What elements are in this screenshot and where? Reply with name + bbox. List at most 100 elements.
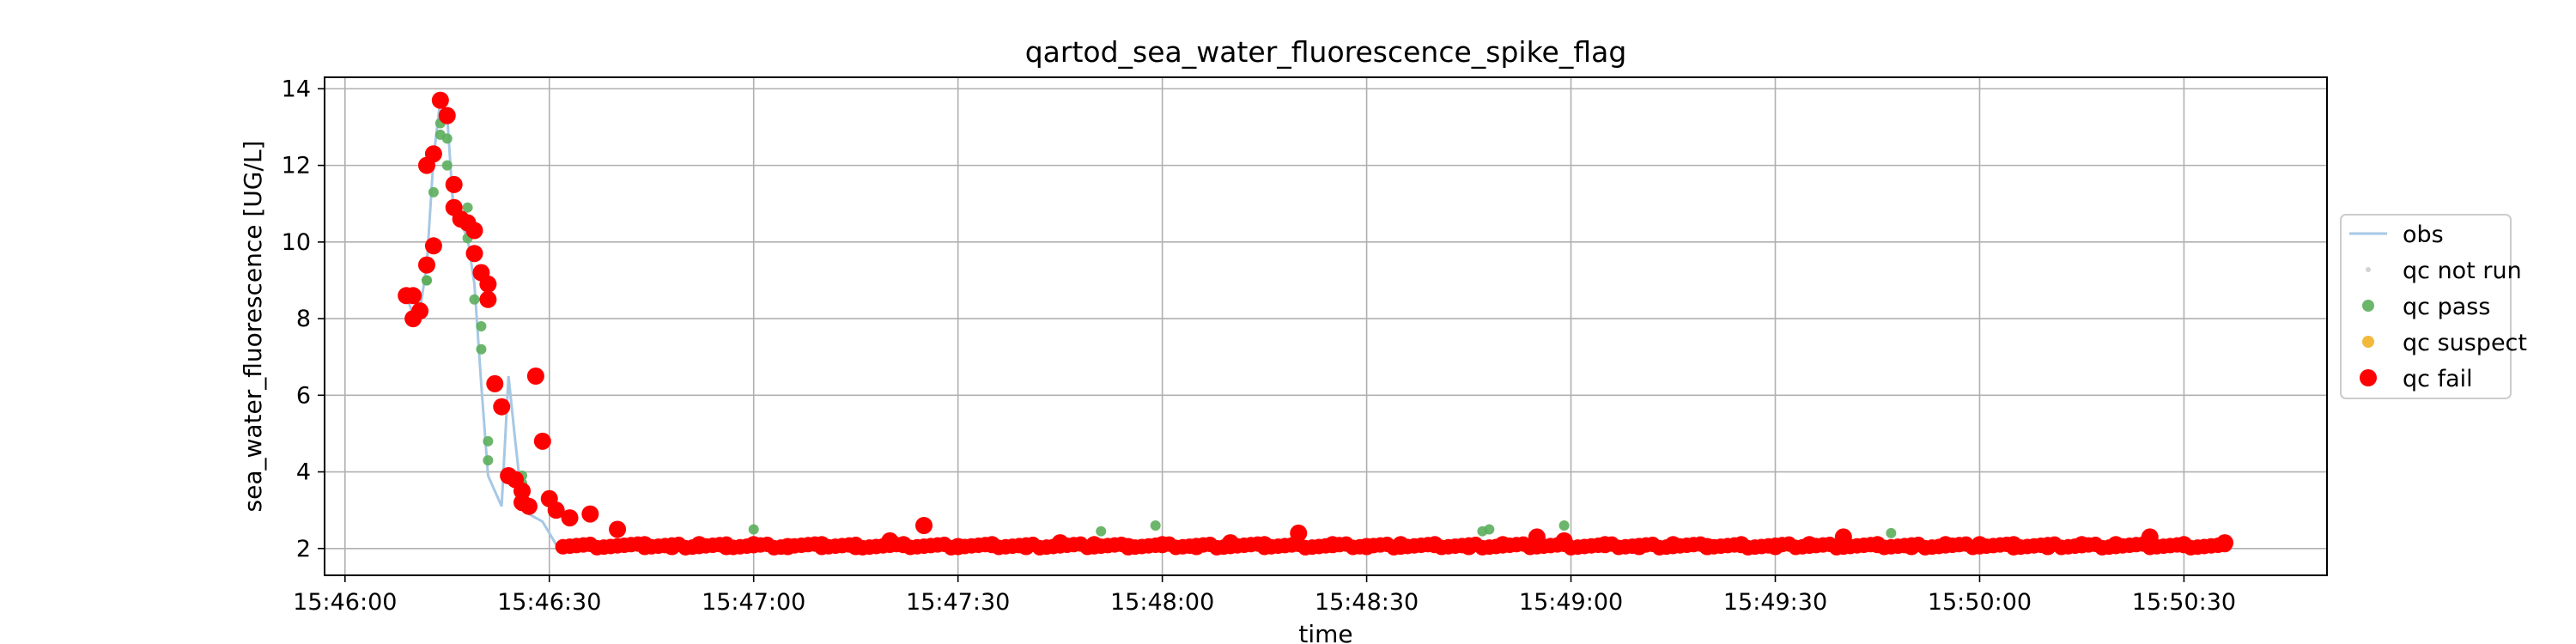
- qc-fail-point: [1392, 536, 1410, 554]
- qc-fail-point: [1528, 528, 1546, 546]
- plot-frame: [324, 76, 2328, 576]
- qc-fail-point: [479, 275, 497, 293]
- qc-fail-point: [1119, 538, 1137, 556]
- y-tick-label: 14: [282, 76, 311, 102]
- qc-pass-point: [1096, 526, 1107, 537]
- legend-qc-not-run-label: qc not run: [2403, 258, 2522, 284]
- qc-pass-point: [1150, 520, 1161, 531]
- qc-fail-point: [1766, 538, 1784, 556]
- qc-fail-point: [895, 536, 913, 554]
- qc-fail-point: [1153, 536, 1171, 554]
- legend-qc-suspect-label: qc suspect: [2403, 330, 2527, 356]
- qc-fail-point: [779, 538, 797, 556]
- qc-fail-point: [417, 256, 435, 274]
- qc-fail-point: [744, 536, 762, 554]
- qc-pass-point: [476, 321, 487, 331]
- qc-fail-point: [2038, 538, 2057, 556]
- legend-frame: [2340, 214, 2512, 399]
- qc-pass-point: [1484, 524, 1495, 535]
- qc-pass-point: [421, 275, 432, 286]
- x-tick-label: 15:47:00: [702, 589, 805, 616]
- qc-fail-point: [1596, 536, 1614, 554]
- qc-pass-point: [469, 294, 480, 305]
- qc-fail-point: [1936, 536, 1954, 554]
- qc-pass-point: [1558, 520, 1570, 531]
- qc-fail-series: [398, 91, 2234, 556]
- qc-fail-point: [1188, 538, 1206, 556]
- qc-fail-point: [1555, 532, 1573, 550]
- qc-fail-point: [1255, 536, 1273, 554]
- qc-fail-point: [547, 501, 565, 519]
- qc-fail-point: [424, 237, 442, 255]
- qc-fail-point: [431, 91, 449, 109]
- y-tick-label: 10: [282, 229, 311, 256]
- x-tick-label: 15:50:30: [2132, 589, 2236, 616]
- qc-pass-point: [1886, 527, 1897, 538]
- qc-fail-point: [609, 520, 627, 538]
- qc-fail-point: [1085, 536, 1103, 554]
- y-tick-label: 12: [282, 153, 311, 179]
- x-tick-label: 15:48:30: [1315, 589, 1419, 616]
- qc-fail-point: [411, 302, 429, 320]
- qc-fail-point: [2141, 528, 2159, 546]
- x-tick-label: 15:50:00: [1928, 589, 2032, 616]
- qc-pass-point: [462, 202, 473, 213]
- qc-fail-point: [1801, 536, 1819, 554]
- qc-fail-point: [1630, 538, 1648, 556]
- qc-fail-point: [1460, 538, 1478, 556]
- y-axis-label: sea_water_fluorescence [UG/L]: [239, 141, 267, 513]
- qc-fail-point: [1358, 538, 1376, 556]
- qc-fail-point: [2073, 536, 2091, 554]
- legend-qc-fail-swatch: [2360, 369, 2377, 386]
- qc-fail-point: [2005, 536, 2023, 554]
- qc-fail-point: [1834, 528, 1852, 546]
- x-axis-label: time: [1298, 620, 1352, 644]
- qc-pass-point: [441, 133, 453, 144]
- qc-fail-point: [1903, 538, 1921, 556]
- qc-fail-point: [2175, 536, 2193, 554]
- qc-fail-point: [690, 536, 708, 554]
- qc-fail-point: [465, 222, 483, 240]
- y-axis-ticks: 2 4 6 8 10 12 14: [282, 76, 325, 562]
- qc-fail-point: [663, 538, 681, 556]
- qc-fail-point: [1221, 534, 1239, 552]
- qc-fail-point: [493, 398, 511, 416]
- qc-pass-point: [483, 455, 494, 466]
- x-tick-label: 15:47:30: [906, 589, 1010, 616]
- qc-fail-point: [847, 538, 865, 556]
- qc-fail-point: [526, 368, 544, 385]
- qc-fail-point: [813, 536, 831, 554]
- legend-qc-not-run-swatch: [2366, 267, 2371, 272]
- legend-qc-pass-swatch: [2362, 300, 2374, 312]
- x-tick-label: 15:49:30: [1723, 589, 1827, 616]
- qc-fail-point: [1698, 538, 1716, 556]
- qc-fail-point: [1971, 536, 1989, 554]
- qc-fail-point: [1868, 536, 1886, 554]
- x-tick-label: 15:46:30: [497, 589, 601, 616]
- x-axis-ticks: 15:46:00 15:46:30 15:47:00 15:47:30 15:48:00…: [293, 575, 2236, 616]
- qc-pass-point: [441, 160, 453, 171]
- qc-fail-point: [438, 106, 456, 125]
- y-tick-label: 6: [296, 382, 311, 409]
- qc-fail-point: [949, 538, 967, 556]
- y-tick-label: 2: [296, 536, 311, 562]
- qc-fail-point: [581, 505, 599, 523]
- qc-fail-point: [1051, 534, 1069, 552]
- qc-fail-point: [881, 532, 899, 550]
- qc-fail-point: [486, 374, 504, 392]
- qc-fail-point: [533, 432, 551, 450]
- legend: obs qc not run qc pass qc suspect qc fai…: [2340, 214, 2527, 399]
- qc-fail-point: [424, 145, 442, 163]
- qc-pass-point: [428, 186, 439, 197]
- qc-pass-point: [476, 343, 487, 355]
- qc-fail-point: [465, 245, 483, 263]
- x-tick-label: 15:49:00: [1519, 589, 1623, 616]
- x-tick-label: 15:48:00: [1110, 589, 1214, 616]
- qc-fail-point: [479, 290, 497, 308]
- y-tick-label: 4: [296, 459, 311, 486]
- qc-fail-point: [2107, 536, 2125, 554]
- qc-fail-point: [1494, 536, 1512, 554]
- qc-fail-point: [445, 175, 463, 193]
- plot-area: [325, 77, 2327, 575]
